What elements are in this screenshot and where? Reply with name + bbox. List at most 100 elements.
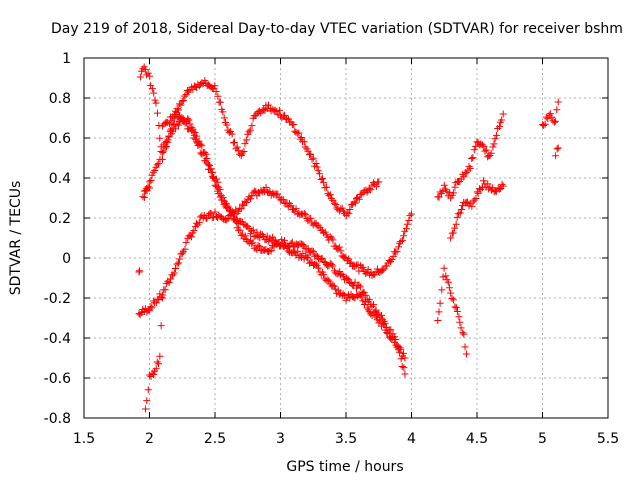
- data-point: [325, 277, 333, 285]
- data-point: [553, 145, 561, 153]
- y-tick-label: 0.2: [49, 211, 71, 227]
- data-point: [155, 160, 163, 168]
- data-point: [201, 149, 209, 157]
- data-point: [149, 168, 157, 176]
- data-point: [230, 215, 238, 223]
- data-point: [498, 180, 506, 188]
- data-point: [451, 183, 459, 191]
- data-point: [470, 146, 478, 154]
- data-point: [283, 244, 291, 252]
- data-point: [151, 96, 159, 104]
- data-point: [449, 296, 457, 304]
- data-point: [185, 116, 193, 124]
- data-point: [460, 330, 468, 338]
- data-point: [279, 196, 287, 204]
- x-tick-label: 3.5: [335, 431, 357, 447]
- x-tick-label: 1.5: [73, 431, 95, 447]
- data-point: [554, 98, 562, 106]
- data-point: [339, 290, 347, 298]
- data-point: [157, 322, 165, 330]
- data-point: [363, 304, 371, 312]
- data-point: [379, 319, 387, 327]
- data-point: [220, 114, 228, 122]
- data-point: [377, 311, 385, 319]
- data-point: [373, 265, 381, 273]
- data-point: [153, 358, 161, 366]
- data-point: [455, 313, 463, 321]
- data-point: [401, 354, 409, 362]
- data-point: [203, 214, 211, 222]
- data-point: [389, 252, 397, 260]
- y-tick-label: -0.6: [44, 371, 71, 387]
- data-point: [158, 155, 166, 163]
- data-point: [401, 370, 409, 378]
- data-point: [202, 150, 210, 158]
- data-point: [152, 99, 160, 107]
- data-point: [397, 355, 405, 363]
- data-point: [211, 177, 219, 185]
- data-point: [329, 236, 337, 244]
- data-point: [250, 187, 258, 195]
- data-point: [240, 221, 248, 229]
- data-point: [172, 111, 180, 119]
- data-point: [241, 140, 249, 148]
- data-point: [216, 185, 224, 193]
- data-point: [466, 164, 474, 172]
- data-point: [171, 265, 179, 273]
- data-point: [470, 196, 478, 204]
- data-point: [435, 193, 443, 201]
- data-point: [456, 318, 464, 326]
- x-tick-labels: 1.5 2 2.5 3 3.5 4 4.5 5 5.5: [73, 431, 619, 447]
- data-point: [451, 303, 459, 311]
- axis-ticks: [83, 57, 609, 419]
- data-point: [548, 113, 556, 121]
- data-point: [209, 168, 217, 176]
- data-point: [246, 126, 254, 134]
- data-point: [140, 193, 148, 201]
- data-point: [313, 163, 321, 171]
- data-point: [402, 225, 410, 233]
- data-point: [546, 110, 554, 118]
- data-point: [161, 144, 169, 152]
- data-point: [369, 179, 377, 187]
- data-point: [187, 233, 195, 241]
- data-point: [169, 121, 177, 129]
- data-point: [351, 199, 359, 207]
- data-point: [238, 149, 246, 157]
- data-point: [342, 296, 350, 304]
- data-point: [380, 321, 388, 329]
- data-point: [383, 329, 391, 337]
- data-point: [329, 196, 337, 204]
- data-point: [173, 105, 181, 113]
- data-point: [489, 143, 497, 151]
- data-point: [152, 365, 160, 373]
- data-point: [236, 226, 244, 234]
- data-point: [435, 308, 443, 316]
- data-point: [249, 226, 257, 234]
- data-point: [472, 142, 480, 150]
- data-point: [365, 296, 373, 304]
- data-point: [150, 89, 158, 97]
- data-point: [468, 154, 476, 162]
- data-point: [332, 201, 340, 209]
- data-point: [290, 121, 298, 129]
- data-point: [490, 140, 498, 148]
- data-point: [457, 324, 465, 332]
- data-point: [397, 237, 405, 245]
- data-point: [252, 111, 260, 119]
- y-tick-label: -0.8: [44, 411, 71, 427]
- data-point: [400, 349, 408, 357]
- data-point: [337, 247, 345, 255]
- data-point: [224, 202, 232, 210]
- data-point: [329, 281, 337, 289]
- data-point: [178, 97, 186, 105]
- data-point: [143, 397, 151, 405]
- data-point: [249, 239, 257, 247]
- data-point: [247, 227, 255, 235]
- data-point: [436, 299, 444, 307]
- data-point: [193, 132, 201, 140]
- data-point: [359, 263, 367, 271]
- data-point: [248, 122, 256, 130]
- data-point: [444, 278, 452, 286]
- data-point: [156, 134, 164, 142]
